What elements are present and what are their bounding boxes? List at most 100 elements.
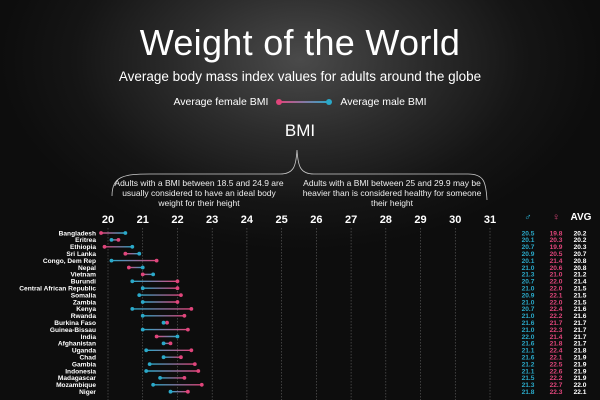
male-point [151, 272, 156, 277]
page-subtitle: Average body mass index values for adult… [118, 69, 482, 84]
country-row: Madagascar 21.5 22.2 21.9 [58, 375, 587, 382]
male-value: 20.9 [522, 251, 535, 258]
country-row: Ethiopia 20.7 19.9 20.3 [70, 244, 587, 251]
country-row: Burundi 20.7 22.0 21.4 [71, 279, 587, 286]
male-point [144, 348, 149, 353]
country-label: Eritrea [75, 237, 96, 244]
female-point [185, 389, 190, 394]
male-point [140, 300, 145, 304]
x-tick-label: 27 [345, 214, 357, 226]
male-point [130, 279, 135, 284]
country-label: Central African Republic [19, 286, 96, 293]
male-value: 20.1 [522, 258, 535, 265]
avg-value: 21.9 [574, 368, 587, 375]
female-value: 19.8 [550, 230, 563, 237]
country-row: Afghanistan 21.6 21.8 21.7 [58, 341, 587, 348]
country-label: Zambia [73, 299, 96, 306]
female-value: 21.8 [550, 341, 563, 348]
country-label: India [81, 334, 97, 341]
country-label: Burundi [71, 279, 96, 286]
avg-value: 20.7 [574, 251, 587, 258]
female-value: 22.2 [550, 375, 563, 382]
country-label: Niger [79, 389, 96, 396]
avg-value: 20.8 [574, 258, 587, 265]
male-column-icon: ♂ [513, 212, 543, 223]
male-value: 22.0 [522, 334, 535, 341]
female-value: 21.7 [550, 320, 563, 327]
legend: Average female BMI Average male BMI [0, 96, 600, 108]
female-point [165, 320, 169, 325]
country-label: Mozambique [56, 382, 96, 389]
country-row: Niger 21.8 22.3 22.1 [79, 389, 587, 396]
x-tick-label: 22 [171, 214, 183, 226]
female-point [175, 300, 180, 304]
avg-value: 22.0 [574, 382, 587, 389]
x-tick-label: 21 [137, 214, 149, 226]
avg-value: 21.2 [574, 272, 587, 279]
female-point [179, 293, 183, 297]
male-value: 20.7 [522, 306, 535, 313]
female-value: 22.6 [550, 368, 563, 375]
male-point [161, 355, 166, 360]
bmi-brace [111, 149, 488, 201]
female-point [116, 238, 121, 242]
male-point [137, 251, 142, 256]
avg-column-header: AVG [570, 212, 592, 223]
male-point [144, 369, 149, 373]
male-point [109, 258, 114, 263]
female-value: 22.1 [550, 292, 563, 299]
male-value: 21.3 [522, 382, 535, 389]
country-row: Kenya 20.7 22.4 21.6 [76, 306, 587, 313]
country-label: Afghanistan [58, 341, 96, 348]
male-value: 21.0 [522, 327, 535, 334]
country-label: Uganda [72, 348, 97, 355]
country-label: Sri Lanka [66, 251, 96, 258]
male-value: 21.0 [522, 265, 535, 272]
male-column-header: ♂ [524, 212, 532, 223]
avg-value: 21.5 [574, 299, 587, 306]
country-label: Guinea-Bissau [50, 327, 96, 334]
avg-value: 21.5 [574, 292, 587, 299]
country-label: Kenya [76, 306, 96, 313]
country-label: Congo, Dem Rep [43, 258, 96, 265]
male-point [140, 265, 145, 270]
female-value: 22.2 [550, 313, 563, 320]
male-value: 21.6 [522, 341, 535, 348]
country-row: Vietnam 21.3 21.0 21.2 [70, 272, 586, 279]
avg-value: 21.7 [574, 341, 587, 348]
female-value: 21.4 [550, 258, 563, 265]
female-value: 20.6 [550, 265, 563, 272]
avg-value: 22.1 [574, 389, 587, 396]
avg-value: 20.2 [574, 237, 587, 244]
avg-value: 21.9 [574, 355, 587, 362]
x-tick-label: 29 [414, 214, 426, 226]
female-value: 22.0 [550, 286, 563, 293]
country-label: Burkina Faso [54, 320, 96, 327]
avg-value: 21.9 [574, 375, 587, 382]
female-point [154, 334, 159, 339]
country-row: Gambia 21.2 22.5 21.9 [72, 361, 587, 368]
male-value: 20.1 [522, 237, 535, 244]
female-value: 22.1 [550, 355, 563, 362]
female-point [102, 244, 107, 249]
country-row: Central African Republic 21.0 22.0 21.5 [19, 286, 586, 293]
legend-dumbbell-icon [276, 99, 333, 105]
female-point [192, 362, 197, 366]
female-value: 21.0 [550, 272, 563, 279]
male-value: 21.8 [522, 389, 535, 396]
avg-value: 21.4 [574, 279, 587, 286]
female-point [175, 286, 180, 291]
female-point [196, 369, 201, 373]
country-row: Somalia 20.9 22.1 21.5 [71, 292, 587, 299]
x-tick-label: 25 [276, 214, 288, 226]
country-row: Eritrea 20.1 20.3 20.2 [75, 237, 587, 244]
country-label: Indonesia [65, 368, 96, 375]
female-value: 22.3 [550, 327, 563, 334]
male-point [161, 320, 166, 325]
male-value: 21.0 [522, 286, 535, 293]
legend-female-label: Average female BMI [173, 96, 269, 108]
avg-value: 21.7 [574, 320, 587, 327]
page-title: Weight of the World [139, 22, 461, 63]
avg-value: 20.8 [574, 265, 587, 272]
